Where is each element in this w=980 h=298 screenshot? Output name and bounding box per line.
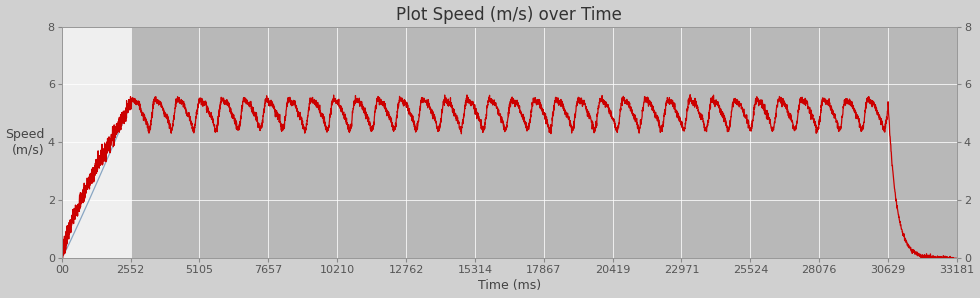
Title: Plot Speed (m/s) over Time: Plot Speed (m/s) over Time <box>396 6 622 24</box>
Y-axis label: Speed
(m/s): Speed (m/s) <box>6 128 45 156</box>
X-axis label: Time (ms): Time (ms) <box>478 280 541 292</box>
Bar <box>62 27 130 258</box>
